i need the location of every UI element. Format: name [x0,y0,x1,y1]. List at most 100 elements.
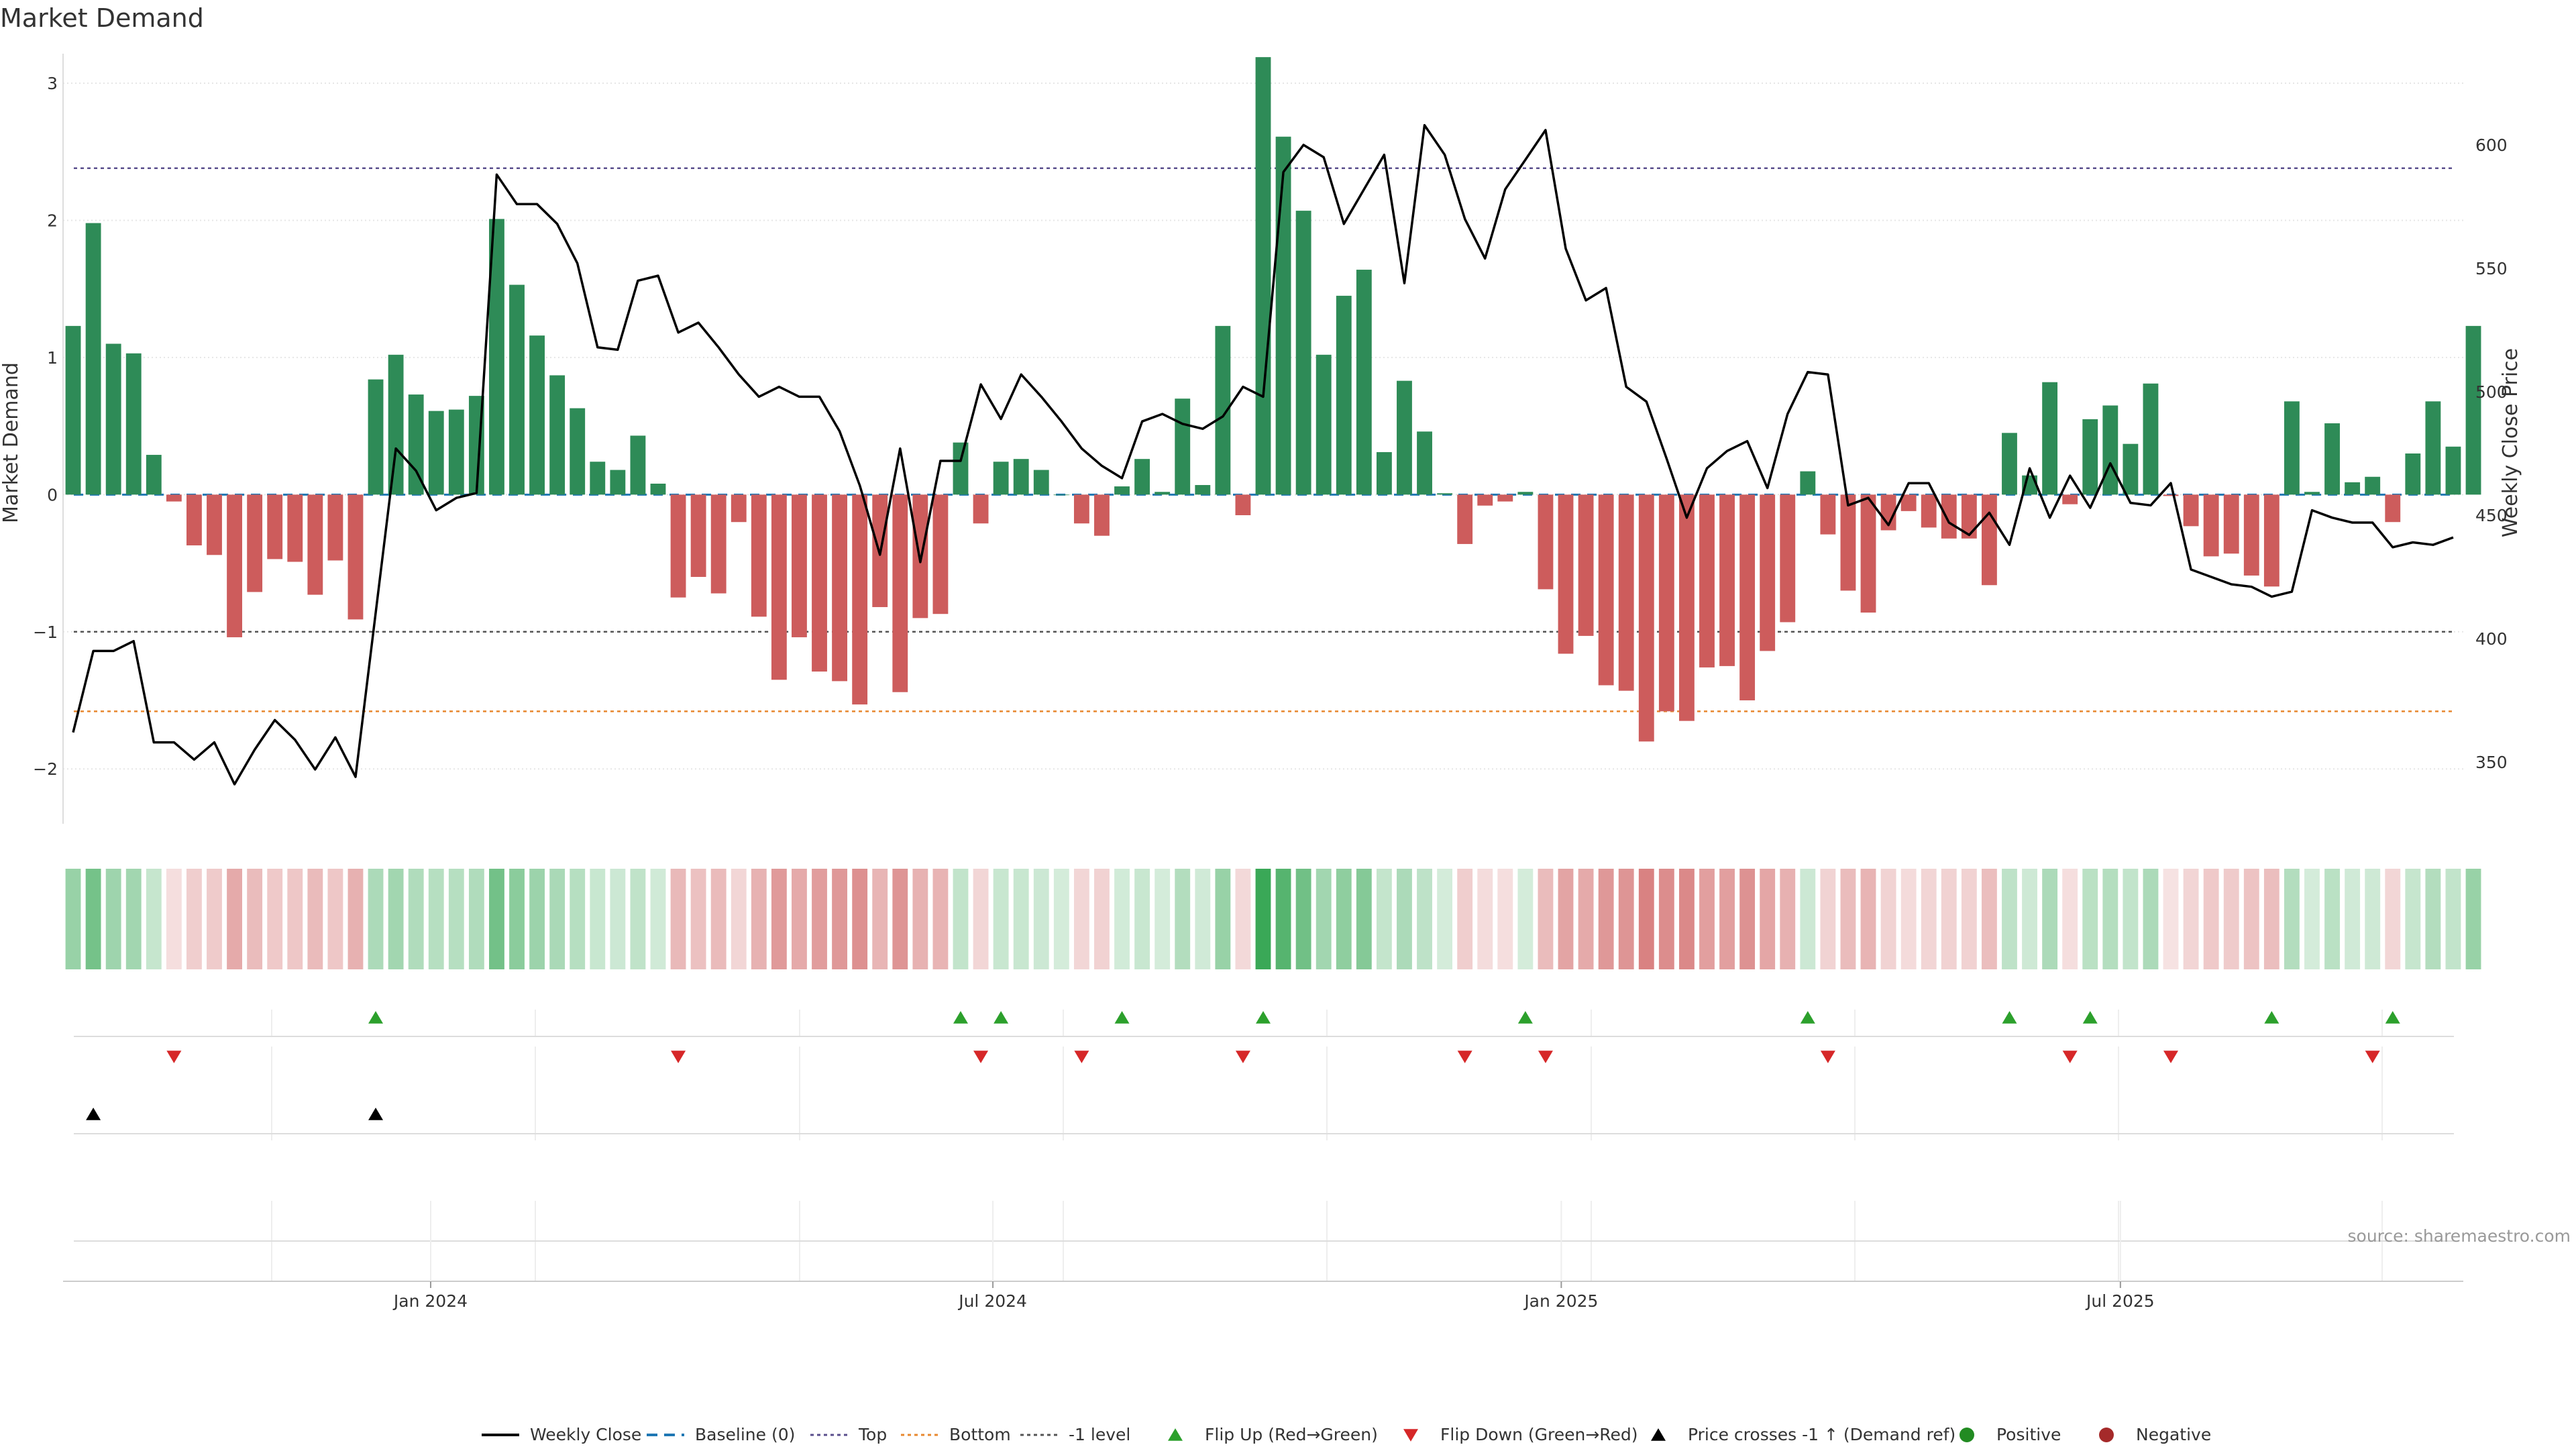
demand-bar [932,494,949,614]
demand-bar [2385,494,2401,523]
heat-cell [2365,869,2381,969]
demand-bar [1780,494,1796,623]
y-axis-left-label: Market Demand [0,362,23,523]
demand-bar [1437,493,1453,495]
demand-bar [227,494,242,637]
heat-cell [2163,869,2179,969]
heat-cell [2183,869,2199,969]
heat-cell [166,869,182,969]
heat-cell [65,869,81,969]
demand-bar [1961,494,1977,539]
y-left-tick-label: −2 [33,759,58,779]
demand-bar [1134,459,1150,495]
demand-bar [1376,451,1392,495]
demand-bar [1598,494,1614,686]
demand-bar [973,494,989,524]
demand-bar [1336,295,1352,495]
heat-cell [2203,869,2219,969]
demand-bar [630,435,646,495]
demand-bar [287,494,303,562]
heat-cell [570,869,586,969]
heat-cell [2385,869,2401,969]
demand-bar [2304,492,2320,495]
flip-down-marker [1457,1051,1472,1063]
legend-item: Negative [2099,1425,2211,1444]
heat-cell [1356,869,1372,969]
demand-bar [2324,423,2340,495]
demand-bar [1316,354,1332,495]
legend-item: Positive [1960,1425,2061,1444]
heat-cell [2263,869,2279,969]
demand-bar [1658,494,1674,712]
demand-bar [1053,494,1069,496]
heat-cell [590,869,606,969]
demand-bar [1235,494,1251,515]
flip-up-marker [1800,1011,1815,1024]
heat-cell [1195,869,1211,969]
demand-bar [1013,459,1029,495]
y-right-tick-label: 550 [2475,259,2508,278]
price-cross-marker [86,1108,101,1120]
heat-cell [247,869,263,969]
heat-cell [1215,869,1231,969]
legend-swatch-circle [2099,1428,2114,1442]
heat-cell [267,869,283,969]
heat-cell [549,869,566,969]
heat-cell [1578,869,1594,969]
heat-cell [2123,869,2139,969]
flip-down-marker [973,1051,989,1063]
legend-item: Baseline (0) [647,1425,795,1444]
demand-bar [489,219,504,495]
heat-cell [710,869,727,969]
event-panels [74,1010,2454,1281]
heat-cell [1981,869,1997,969]
demand-bar [307,494,323,595]
demand-bar [1517,492,1534,495]
demand-bar [1558,494,1574,654]
axes: 3 2 1 0 −1 −2 600 550 500 450 400 350 [33,74,2508,779]
heat-cell [953,869,969,969]
heat-cell [2042,869,2058,969]
heat-cell [146,869,162,969]
demand-bar [267,494,283,559]
heat-cell [812,869,827,969]
demand-bar [590,462,606,495]
demand-bar [1195,485,1211,495]
demand-bar [347,494,364,620]
demand-bar [1618,494,1634,691]
heat-cell [751,869,767,969]
demand-bar [690,494,706,577]
heat-cell [347,869,364,969]
x-tick-label: Jul 2024 [957,1291,1027,1311]
heat-cell [650,869,666,969]
demand-bar [327,494,343,561]
heat-cell [1558,869,1574,969]
demand-bar [2345,482,2361,495]
legend-label: Flip Up (Red→Green) [1205,1425,1378,1444]
demand-bar [2002,433,2017,495]
demand-bar [448,409,464,495]
heat-cell [105,869,121,969]
heat-cell [1739,869,1756,969]
demand-bar [1719,494,1735,666]
flip-up-marker [1517,1011,1533,1024]
demand-bar [1073,494,1089,524]
heat-cell [388,869,404,969]
heat-cell [1678,869,1695,969]
heat-cell [832,869,848,969]
demand-bar [2062,494,2078,504]
flip-up-marker [368,1011,384,1024]
legend-item: Flip Up (Red→Green) [1168,1425,1378,1444]
demand-bar [1215,325,1231,495]
heat-cell [186,869,202,969]
legend-label: Negative [2136,1425,2211,1444]
demand-bar [1820,494,1836,535]
demand-bar [1981,494,1997,586]
legend-label: Bottom [949,1425,1011,1444]
demand-bar [2445,446,2461,495]
legend-item: Flip Down (Green→Red) [1403,1425,1638,1444]
price-cross-marker [368,1108,384,1120]
demand-bar [1155,492,1171,495]
heat-cell [1033,869,1049,969]
